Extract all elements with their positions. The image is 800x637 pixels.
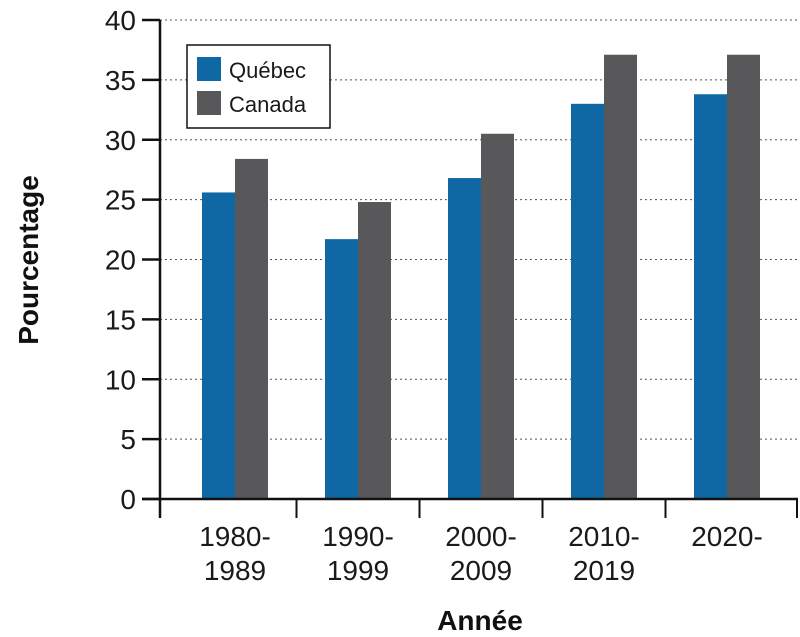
x-axis-title: Année bbox=[437, 605, 523, 636]
y-tick-label: 0 bbox=[120, 484, 136, 515]
bar-qubec-1 bbox=[325, 239, 358, 499]
legend: Québec Canada bbox=[186, 44, 331, 129]
x-tick-label: 1989 bbox=[204, 555, 266, 586]
y-tick-label: 5 bbox=[120, 424, 136, 455]
bar-canada-1 bbox=[358, 202, 391, 499]
bar-qubec-4 bbox=[694, 94, 727, 500]
y-tick-label: 30 bbox=[105, 125, 136, 156]
bar-qubec-3 bbox=[571, 103, 604, 499]
x-tick-label: 2009 bbox=[450, 555, 512, 586]
x-tick-label: 1980- bbox=[199, 521, 271, 552]
x-tick-label: 2020- bbox=[691, 521, 763, 552]
y-tick-label: 25 bbox=[105, 185, 136, 216]
x-tick-label: 2010- bbox=[568, 521, 640, 552]
axis-ticks: 05101520253035401980-19891990-19992000-2… bbox=[105, 5, 798, 586]
legend-swatch-quebec bbox=[197, 57, 221, 81]
legend-swatch-canada bbox=[197, 91, 221, 115]
bar-qubec-0 bbox=[202, 192, 235, 499]
y-tick-label: 15 bbox=[105, 304, 136, 335]
y-tick-label: 10 bbox=[105, 364, 136, 395]
bar-qubec-2 bbox=[448, 178, 481, 499]
x-tick-label: 1990- bbox=[322, 521, 394, 552]
x-tick-label: 2000- bbox=[445, 521, 517, 552]
legend-label-quebec: Québec bbox=[229, 58, 306, 83]
x-tick-label: 1999 bbox=[327, 555, 389, 586]
y-tick-label: 20 bbox=[105, 245, 136, 276]
legend-label-canada: Canada bbox=[229, 92, 307, 117]
bar-canada-2 bbox=[481, 133, 514, 499]
bars bbox=[202, 54, 760, 500]
y-tick-label: 40 bbox=[105, 5, 136, 36]
x-tick-label: 2019 bbox=[573, 555, 635, 586]
bar-canada-3 bbox=[604, 54, 637, 499]
axes bbox=[142, 20, 798, 518]
bar-canada-0 bbox=[235, 158, 268, 499]
y-axis-title: Pourcentage bbox=[13, 175, 44, 345]
y-tick-label: 35 bbox=[105, 65, 136, 96]
bar-canada-4 bbox=[727, 54, 760, 499]
